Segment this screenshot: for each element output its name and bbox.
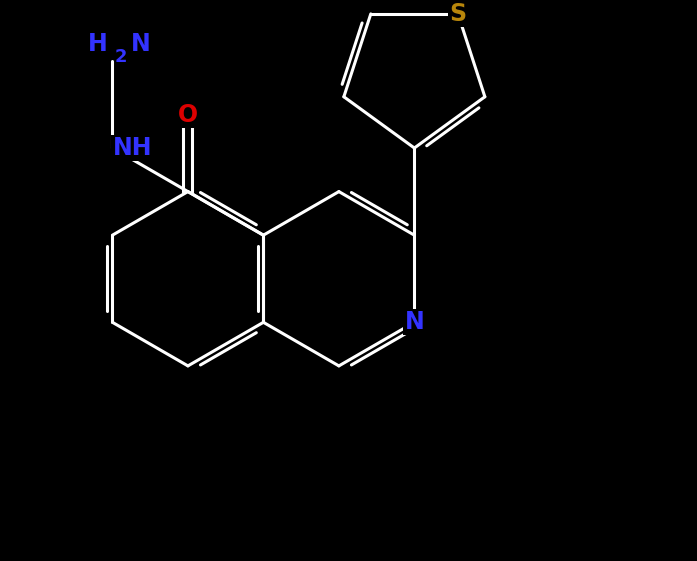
Text: O: O <box>178 103 198 127</box>
Text: N: N <box>131 32 151 56</box>
Text: NH: NH <box>112 136 152 160</box>
Text: S: S <box>450 2 466 26</box>
Text: 2: 2 <box>114 48 127 66</box>
Text: N: N <box>404 310 424 334</box>
Text: H: H <box>88 32 107 56</box>
